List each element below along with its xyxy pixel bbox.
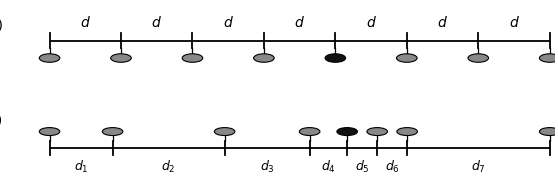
Ellipse shape xyxy=(367,128,387,136)
Text: $d_{4}$: $d_{4}$ xyxy=(321,159,336,175)
Text: $d_{1}$: $d_{1}$ xyxy=(74,159,88,175)
Text: $d$: $d$ xyxy=(365,15,377,30)
Ellipse shape xyxy=(110,54,131,62)
Text: $d_{5}$: $d_{5}$ xyxy=(355,159,369,175)
Text: b): b) xyxy=(0,114,3,128)
Ellipse shape xyxy=(468,54,489,62)
Ellipse shape xyxy=(325,54,345,62)
Text: a): a) xyxy=(0,18,3,32)
Ellipse shape xyxy=(299,128,320,136)
Text: $d_{6}$: $d_{6}$ xyxy=(384,159,400,175)
Ellipse shape xyxy=(39,128,60,136)
Text: $d_{2}$: $d_{2}$ xyxy=(161,159,176,175)
Ellipse shape xyxy=(102,128,123,136)
Ellipse shape xyxy=(182,54,203,62)
Text: $d$: $d$ xyxy=(437,15,448,30)
Text: $d$: $d$ xyxy=(151,15,162,30)
Ellipse shape xyxy=(540,54,558,62)
Ellipse shape xyxy=(39,54,60,62)
Text: $d$: $d$ xyxy=(294,15,305,30)
Ellipse shape xyxy=(397,54,417,62)
Ellipse shape xyxy=(214,128,235,136)
Text: $d_{3}$: $d_{3}$ xyxy=(259,159,275,175)
Text: $d$: $d$ xyxy=(80,15,91,30)
Text: $d_{7}$: $d_{7}$ xyxy=(471,159,486,175)
Ellipse shape xyxy=(540,128,558,136)
Ellipse shape xyxy=(397,128,417,136)
Text: $d$: $d$ xyxy=(508,15,519,30)
Ellipse shape xyxy=(337,128,358,136)
Text: $d$: $d$ xyxy=(223,15,234,30)
Ellipse shape xyxy=(254,54,274,62)
